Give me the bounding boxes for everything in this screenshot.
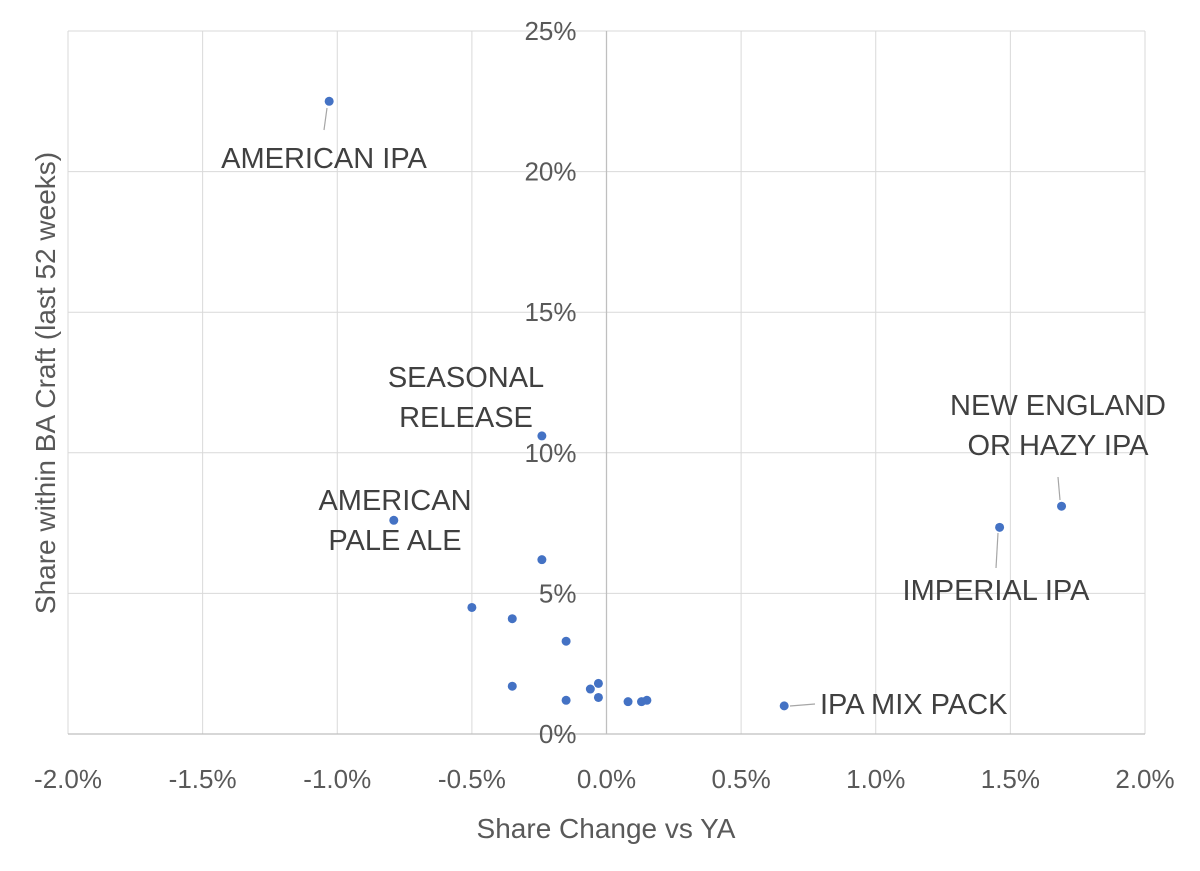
x-tick-labels: -2.0% -1.5% -1.0% -0.5% 0.0% 0.5% 1.0% 1.5% 2.0% [34,764,1175,794]
point-annotation-line: IMPERIAL IPA [903,575,1091,607]
point-annotation-line: OR HAZY IPA [967,430,1149,462]
scatter-point [593,692,603,702]
scatter-point [642,695,652,705]
leader-lines [323,107,1061,707]
x-tick-label: 0.0% [577,764,636,794]
annotation-leader-line [789,703,816,707]
scatter-point [995,522,1005,532]
x-axis-title: Share Change vs YA [477,813,736,844]
point-annotation-line: NEW ENGLAND [950,390,1166,422]
x-tick-label: -0.5% [438,764,506,794]
annotation-leader-line [1057,476,1061,501]
x-tick-label: 0.5% [711,764,770,794]
point-annotation-line: IPA MIX PACK [820,689,1008,721]
y-tick-label: 5% [539,578,577,608]
y-tick-label: 25% [524,16,576,46]
x-tick-label: 1.0% [846,764,905,794]
axes [68,31,1145,735]
scatter-point [561,636,571,646]
point-annotation-line: AMERICAN IPA [221,143,427,175]
point-annotation-line: PALE ALE [328,525,461,557]
point-annotations: AMERICAN IPA SEASONAL RELEASE AMERICAN PALE … [221,143,1166,721]
y-tick-label: 10% [524,438,576,468]
scatter-point [1057,501,1067,511]
point-annotation: AMERICAN PALE ALE [318,485,471,557]
x-tick-label: -2.0% [34,764,102,794]
annotation-leader-line [995,532,999,569]
x-tick-label: -1.5% [169,764,237,794]
annotation-leader-line [323,107,328,131]
x-tick-label: -1.0% [303,764,371,794]
scatter-point [779,701,789,711]
y-axis-title: Share within BA Craft (last 52 weeks) [30,152,61,614]
x-tick-label: 1.5% [981,764,1040,794]
scatter-point [537,431,547,441]
scatter-point [467,602,477,612]
y-tick-label: 0% [539,719,577,749]
point-annotation: NEW ENGLAND OR HAZY IPA [950,390,1166,462]
data-points [324,96,1067,711]
point-annotation-line: SEASONAL [388,362,544,394]
y-tick-label: 20% [524,157,576,187]
y-tick-labels: 0% 5% 10% 15% 20% 25% [524,16,576,749]
point-annotation: IMPERIAL IPA [903,575,1091,607]
y-tick-label: 15% [524,297,576,327]
scatter-point [507,681,517,691]
point-annotation: AMERICAN IPA [221,143,427,175]
scatter-point [389,515,399,525]
x-tick-label: 2.0% [1115,764,1174,794]
scatter-point [507,614,517,624]
scatter-point [537,555,547,565]
point-annotation: IPA MIX PACK [820,689,1008,721]
point-annotation: SEASONAL RELEASE [388,362,544,434]
scatter-point [585,684,595,694]
scatter-point [593,678,603,688]
point-annotation-line: AMERICAN [318,485,471,517]
scatter-point [324,96,334,106]
point-annotation-line: RELEASE [399,402,533,434]
scatter-point [623,697,633,707]
scatter-point [561,695,571,705]
